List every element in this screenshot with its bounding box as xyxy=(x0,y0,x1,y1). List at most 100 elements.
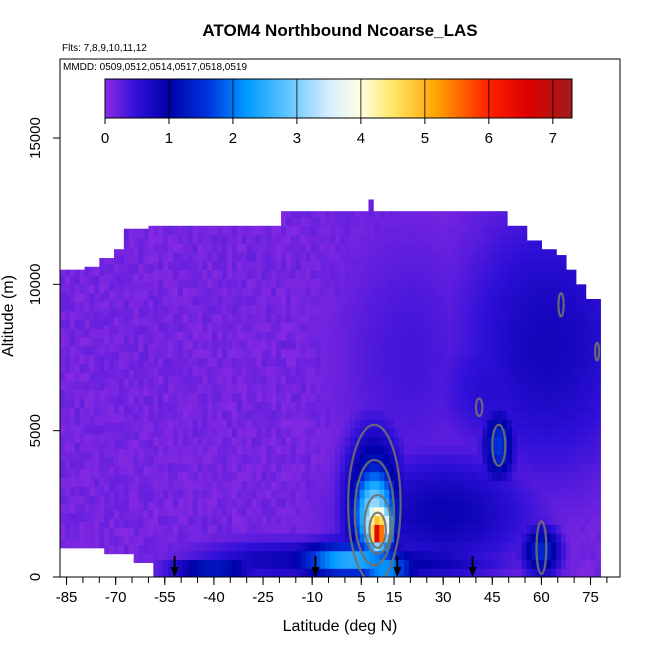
heat-cell xyxy=(118,439,125,449)
heat-cell xyxy=(271,225,277,236)
heat-cell xyxy=(231,445,238,455)
heat-cell xyxy=(531,339,538,350)
heat-cell xyxy=(433,269,439,280)
heat-cell xyxy=(285,418,292,429)
heat-cell xyxy=(118,544,125,555)
heat-cell xyxy=(565,392,572,403)
heat-cell xyxy=(158,366,164,376)
heat-cell xyxy=(60,530,66,540)
heat-cell xyxy=(305,304,312,315)
heat-cell xyxy=(118,334,125,344)
heat-cell xyxy=(148,334,154,344)
heat-cell xyxy=(276,497,282,508)
heat-cell xyxy=(398,357,405,367)
heat-cell xyxy=(236,269,243,280)
heat-cell xyxy=(128,483,135,493)
heat-cell xyxy=(60,337,66,347)
heat-cell xyxy=(212,366,218,376)
heat-cell xyxy=(394,269,400,280)
heat-cell xyxy=(138,290,145,300)
heat-cell xyxy=(364,269,371,280)
heat-cell xyxy=(153,313,159,323)
heat-cell xyxy=(516,331,523,341)
heat-cell xyxy=(109,316,115,326)
heat-cell xyxy=(281,480,287,490)
heat-cell xyxy=(590,445,597,455)
heat-cell xyxy=(315,497,321,508)
heat-cell xyxy=(369,497,375,508)
heat-cell xyxy=(222,541,228,552)
heat-cell xyxy=(148,518,154,528)
heat-cell xyxy=(168,462,174,473)
heat-cell xyxy=(457,383,464,394)
heat-cell xyxy=(521,506,528,517)
contour-line xyxy=(594,341,601,362)
heat-cell xyxy=(423,234,430,244)
heat-cell xyxy=(143,307,150,318)
heat-cell xyxy=(364,383,371,394)
heat-cell xyxy=(575,480,582,490)
heat-cell xyxy=(398,383,405,394)
heat-cell xyxy=(276,506,282,517)
heat-cell xyxy=(507,515,513,525)
heat-cell xyxy=(556,541,562,552)
heat-cell xyxy=(276,331,282,341)
heat-cell xyxy=(492,217,498,227)
heat-cell xyxy=(222,225,228,236)
heat-cell xyxy=(443,436,449,446)
heat-cell xyxy=(575,436,582,446)
heat-cell xyxy=(271,550,277,561)
heat-cell xyxy=(511,234,518,244)
heat-cell xyxy=(217,550,223,561)
heat-cell xyxy=(281,471,287,482)
heat-cell xyxy=(64,345,71,356)
heat-cell xyxy=(379,366,385,376)
heat-cell xyxy=(340,217,346,227)
heat-cell xyxy=(354,331,361,341)
heat-cell xyxy=(133,255,140,265)
heat-cell xyxy=(423,506,430,517)
heat-cell xyxy=(104,369,110,379)
heat-cell xyxy=(369,462,375,473)
heat-cell xyxy=(565,278,572,288)
heat-cell xyxy=(177,462,184,473)
heat-cell xyxy=(511,225,518,236)
heat-cell xyxy=(374,401,380,411)
heat-cell xyxy=(300,462,307,473)
heat-cell xyxy=(546,269,552,280)
heat-cell xyxy=(335,313,341,323)
heat-cell xyxy=(109,509,115,520)
heat-cell xyxy=(438,436,444,446)
heat-cell xyxy=(256,506,262,517)
heat-cell xyxy=(526,550,533,561)
heat-cell xyxy=(344,211,351,218)
heat-cell xyxy=(300,375,307,385)
heat-cell xyxy=(281,217,287,227)
heat-cell xyxy=(521,418,528,429)
heat-cell xyxy=(394,436,400,446)
heat-cell xyxy=(408,471,415,482)
heat-cell xyxy=(452,489,459,499)
heat-cell xyxy=(163,497,169,508)
heat-cell xyxy=(595,418,601,429)
heat-cell xyxy=(118,360,125,370)
heat-cell xyxy=(256,427,262,438)
heat-cell xyxy=(168,287,174,297)
heat-cell xyxy=(99,424,105,435)
heat-cell xyxy=(526,454,533,464)
heat-cell xyxy=(172,296,179,306)
heat-cell xyxy=(187,278,194,288)
heat-cell xyxy=(521,366,528,376)
heat-cell xyxy=(320,313,326,323)
heat-cell xyxy=(511,296,518,306)
heat-cell xyxy=(271,375,277,385)
heat-cell xyxy=(364,260,371,271)
heat-cell xyxy=(472,524,479,534)
heat-cell xyxy=(177,392,184,403)
heat-cell xyxy=(595,524,601,534)
heat-cell xyxy=(94,495,100,505)
heat-cell xyxy=(281,357,287,367)
heat-cell xyxy=(433,506,439,517)
heat-cell xyxy=(457,217,464,227)
heat-cell xyxy=(320,339,326,350)
